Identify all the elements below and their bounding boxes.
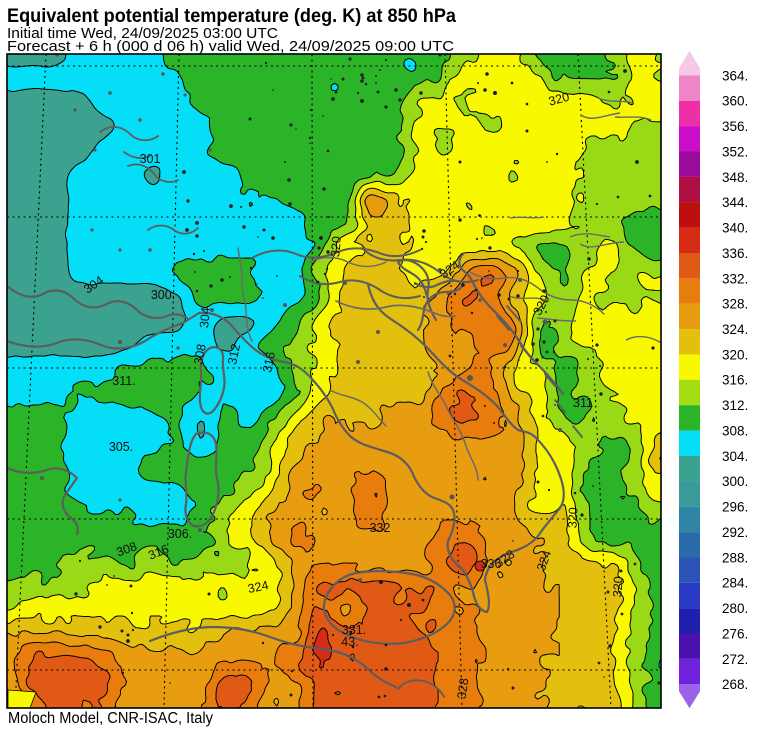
svg-text:316: 316 — [260, 350, 278, 373]
svg-text:312: 312 — [225, 342, 243, 365]
svg-text:320: 320 — [610, 576, 625, 598]
svg-text:Forecast + 6 h (000 d 06 h): Forecast + 6 h (000 d 06 h) valid Wed, 2… — [7, 38, 454, 55]
svg-text:320: 320 — [565, 507, 580, 529]
svg-text:328.: 328. — [722, 297, 748, 312]
svg-text:280.: 280. — [722, 601, 748, 616]
svg-text:316.: 316. — [722, 373, 748, 388]
svg-text:328: 328 — [455, 677, 472, 700]
svg-text:331.: 331. — [342, 623, 366, 637]
svg-text:308: 308 — [191, 343, 208, 366]
svg-text:340.: 340. — [722, 221, 748, 236]
svg-text:Moloch Model, CNR-ISAC, Italy: Moloch Model, CNR-ISAC, Italy — [8, 710, 213, 727]
svg-text:300.: 300. — [722, 474, 748, 489]
svg-text:320: 320 — [328, 236, 344, 258]
svg-text:324: 324 — [247, 578, 270, 596]
svg-text:Equivalent potential temperatu: Equivalent potential temperature (deg. K… — [7, 6, 456, 27]
svg-text:304: 304 — [197, 307, 213, 329]
svg-text:352.: 352. — [722, 144, 748, 159]
svg-text:300.: 300. — [151, 288, 175, 302]
svg-text:360.: 360. — [722, 94, 748, 109]
svg-text:320: 320 — [547, 90, 571, 109]
svg-text:356.: 356. — [722, 119, 748, 134]
svg-text:308: 308 — [114, 539, 138, 559]
svg-text:272.: 272. — [722, 652, 748, 667]
svg-text:304.: 304. — [722, 449, 748, 464]
svg-text:301: 301 — [140, 152, 161, 166]
svg-text:292.: 292. — [722, 525, 748, 540]
svg-text:284.: 284. — [722, 576, 748, 591]
svg-text:276.: 276. — [722, 626, 748, 641]
svg-text:268.: 268. — [722, 677, 748, 692]
svg-text:311: 311 — [573, 396, 593, 410]
svg-text:308.: 308. — [722, 424, 748, 439]
svg-text:320.: 320. — [722, 347, 748, 362]
svg-text:332: 332 — [370, 521, 391, 535]
svg-text:324: 324 — [534, 548, 554, 572]
svg-text:336: 336 — [481, 557, 502, 571]
svg-text:344.: 344. — [722, 195, 748, 210]
svg-text:Initial time Wed, 24/09/2025: Initial time Wed, 24/09/2025 03:00 UTC — [7, 25, 278, 42]
svg-text:311.: 311. — [112, 374, 135, 388]
svg-text:348.: 348. — [722, 170, 748, 185]
svg-text:305.: 305. — [109, 440, 133, 454]
svg-text:324.: 324. — [722, 322, 748, 337]
svg-text:364.: 364. — [722, 68, 748, 83]
svg-text:312.: 312. — [722, 398, 748, 413]
svg-text:296.: 296. — [722, 500, 748, 515]
svg-text:336.: 336. — [722, 246, 748, 261]
svg-text:332.: 332. — [722, 271, 748, 286]
svg-text:288.: 288. — [722, 550, 748, 565]
svg-text:306.: 306. — [168, 527, 192, 541]
svg-text:43.: 43. — [341, 635, 358, 649]
